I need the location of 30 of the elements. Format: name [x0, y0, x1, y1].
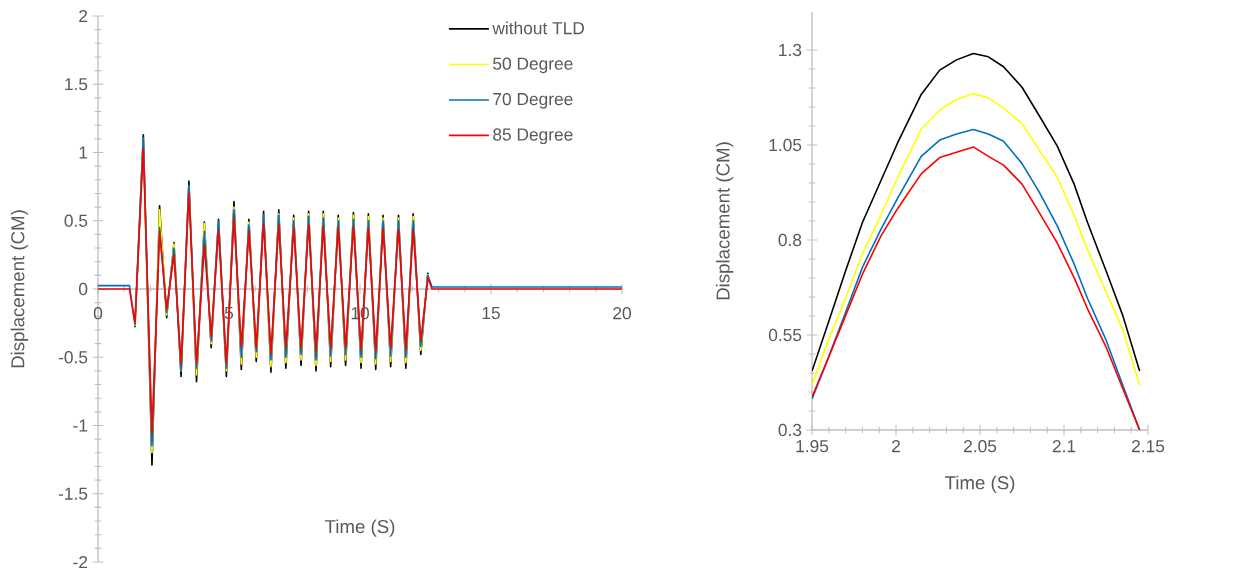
y-tick-label: 0.3: [778, 423, 802, 437]
x-tick-label: 2: [892, 440, 900, 453]
x-tick-label: 2.05: [964, 440, 997, 453]
x-axis-title: Time (S): [324, 519, 395, 537]
y-tick-label: 1.05: [769, 138, 802, 152]
x-axis-title: Time (S): [945, 475, 1015, 494]
x-tick-label: 2.1: [1052, 440, 1076, 453]
y-tick-label: -0.5: [58, 351, 88, 364]
y-tick-label: 2: [79, 9, 88, 23]
x-tick-label: 1.95: [796, 440, 829, 453]
y-tick-label: 1: [79, 146, 88, 159]
y-tick-label: -2: [73, 555, 88, 569]
y-tick-label: -1.5: [58, 487, 88, 500]
x-tick-label: 2.15: [1132, 440, 1165, 453]
legend-label: 70 Degree: [493, 92, 573, 109]
legend-label: 50 Degree: [493, 57, 573, 74]
legend-label: without TLD: [492, 21, 585, 35]
y-tick-label: 1.3: [779, 43, 802, 57]
y-tick-label: -1: [73, 419, 88, 432]
x-tick-label: 15: [482, 307, 500, 320]
y-tick-label: 0.5: [64, 214, 88, 227]
y-tick-label: 0: [78, 282, 88, 296]
x-tick-label: 0: [93, 307, 103, 320]
y-tick-label: 0.8: [778, 233, 802, 247]
y-axis-title: Displacement (CM): [715, 142, 734, 300]
x-tick-label: 20: [613, 307, 631, 320]
y-tick-label: 0.55: [768, 328, 802, 342]
y-axis-title: Displacement (CM): [10, 210, 29, 368]
y-tick-label: 1.5: [65, 78, 88, 91]
legend-label: 85 Degree: [493, 128, 573, 145]
